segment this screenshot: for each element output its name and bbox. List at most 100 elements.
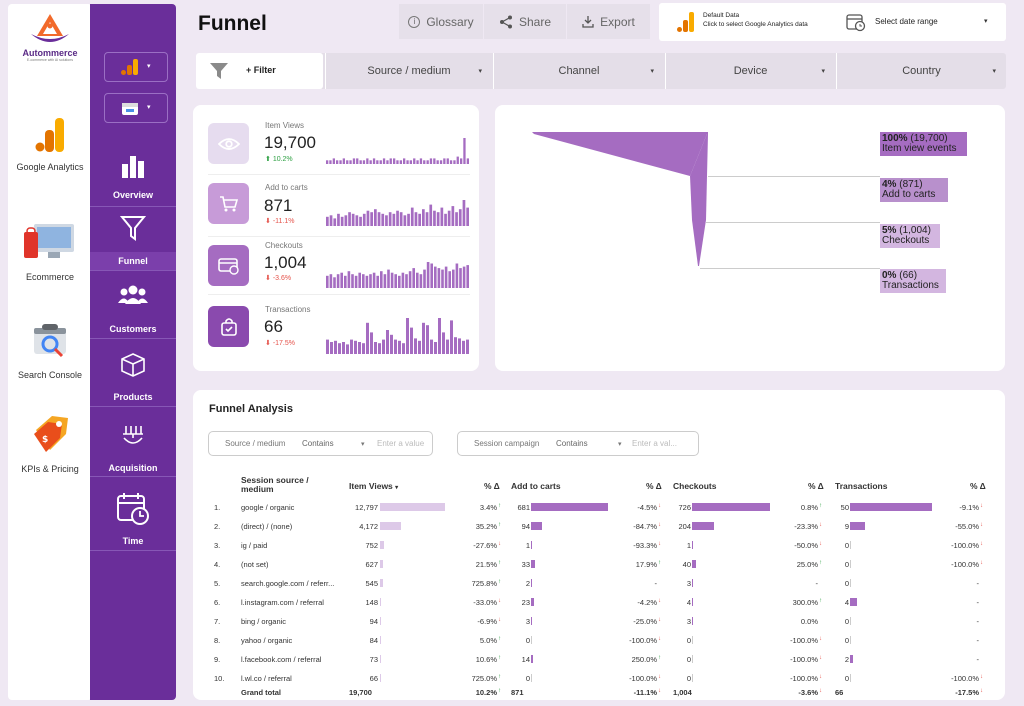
nav-acquisition[interactable]: Acquisition <box>90 424 176 478</box>
arrow-up-icon: ↑ <box>819 598 822 604</box>
sparkline-bar <box>460 158 463 164</box>
operator-select[interactable]: Contains <box>556 439 588 448</box>
metric-bar <box>850 560 851 568</box>
table-row[interactable] <box>205 518 995 536</box>
table-row[interactable] <box>205 537 995 555</box>
data-source-picker[interactable]: Default Data Click to select Google Anal… <box>671 9 841 35</box>
channel-dropdown[interactable]: Channel ▾ <box>493 53 664 89</box>
table-row[interactable] <box>205 613 995 631</box>
row-item-views-delta: -33.0% <box>473 598 497 607</box>
row-transactions-delta: - <box>976 655 980 664</box>
arrow-down-icon: ↓ <box>658 522 661 528</box>
sparkline-bar <box>443 158 446 164</box>
arrow-down-icon: ↓ <box>658 598 661 604</box>
date-range-picker[interactable]: Select date range ▾ <box>844 9 994 35</box>
device-dropdown[interactable]: Device ▾ <box>665 53 835 89</box>
sparkline-bar <box>442 332 445 354</box>
add-filter-button[interactable]: + Filter <box>196 53 323 89</box>
sparkline-bar <box>356 158 359 164</box>
sparkline-bar <box>344 275 347 288</box>
kpi-divider <box>208 294 470 295</box>
row-item-views: 84 <box>369 636 378 645</box>
arrow-down-icon: ↓ <box>819 636 822 642</box>
table-row[interactable] <box>205 651 995 669</box>
nav-funnel[interactable]: Funnel <box>90 210 176 270</box>
sparkline-bar <box>452 269 455 288</box>
app-search-console[interactable]: Search Console <box>8 322 92 380</box>
metric-bar <box>850 503 932 511</box>
col-header-item-views-delta[interactable]: % Δ <box>484 481 500 491</box>
sparkline-bar <box>338 343 341 354</box>
session-campaign-filter[interactable]: Session campaign Contains ▾ Enter a val.… <box>457 431 699 456</box>
country-dropdown[interactable]: Country ▾ <box>836 53 1006 89</box>
sparkline-bar <box>434 266 437 288</box>
sparkline-bar <box>333 277 336 288</box>
metric-bar <box>692 617 693 625</box>
nav-overview[interactable]: Overview <box>90 150 176 206</box>
metric-bar <box>692 522 714 530</box>
col-header-checkouts-delta[interactable]: % Δ <box>808 481 824 491</box>
sparkline-bar <box>386 330 389 354</box>
nav-divider <box>90 476 176 477</box>
col-header-checkouts[interactable]: Checkouts <box>673 481 717 491</box>
glossary-button[interactable]: i Glossary <box>399 4 483 39</box>
sparkline-bar <box>430 263 433 288</box>
row-transactions: 0 <box>844 560 849 569</box>
sparkline-bar <box>422 322 425 354</box>
nav-time[interactable]: Time <box>90 492 176 550</box>
sparkline-bar <box>426 325 429 354</box>
grand-total-delta: -17.5% <box>955 688 979 697</box>
col-header-transactions[interactable]: Transactions <box>835 481 888 491</box>
row-checkouts: 0 <box>686 636 691 645</box>
row-source-medium: l.instagram.com / referral <box>241 598 324 607</box>
table-row[interactable] <box>205 632 995 650</box>
app-kpis-pricing[interactable]: $ KPIs & Pricing <box>8 412 92 474</box>
row-checkouts-delta: -100.0% <box>790 655 818 664</box>
metric-bar <box>380 674 381 682</box>
table-row[interactable] <box>205 556 995 574</box>
sparkline-bar <box>454 337 457 354</box>
export-button[interactable]: Export <box>567 4 650 39</box>
metric-bar <box>692 541 693 549</box>
nav-divider <box>90 406 176 407</box>
shopping-bag-icon <box>220 317 237 336</box>
sparkline-bar <box>434 342 437 354</box>
data-source-selector[interactable]: ▾ <box>104 52 168 82</box>
metric-bar <box>380 522 402 530</box>
nav-products[interactable]: Products <box>90 352 176 406</box>
value-input[interactable]: Enter a value <box>377 439 425 448</box>
row-checkouts: 726 <box>678 503 691 512</box>
nav-customers[interactable]: Customers <box>90 284 176 338</box>
sparkline-bar <box>378 343 381 354</box>
chevron-down-icon: ▾ <box>361 440 365 448</box>
row-checkouts-delta: -100.0% <box>790 636 818 645</box>
col-header-source[interactable]: Session source / medium <box>241 475 309 494</box>
sparkline-bar <box>326 216 329 226</box>
col-header-transactions-delta[interactable]: % Δ <box>970 481 986 491</box>
operator-select[interactable]: Contains <box>302 439 334 448</box>
sparkline-bar <box>406 318 409 354</box>
sparkline-bar <box>359 160 362 164</box>
source-medium-dropdown[interactable]: Source / medium ▾ <box>325 53 492 89</box>
value-input[interactable]: Enter a val... <box>632 439 677 448</box>
app-ecommerce[interactable]: Ecommerce <box>8 222 92 282</box>
col-header-add-to-carts[interactable]: Add to carts <box>511 481 561 491</box>
customers-icon <box>118 285 148 304</box>
arrow-down-icon: ↓ <box>980 560 983 566</box>
sparkline-bar <box>447 210 451 226</box>
col-header-item-views[interactable]: Item Views ▾ <box>349 481 399 491</box>
table-row[interactable] <box>205 670 995 688</box>
sparkline-bar <box>410 327 413 354</box>
nav-divider <box>90 206 176 207</box>
nav-divider <box>90 550 176 551</box>
source-medium-filter[interactable]: Source / medium Contains ▾ Enter a value <box>208 431 433 456</box>
date-range-selector[interactable]: ▾ <box>104 93 168 123</box>
row-checkouts-delta: 25.0% <box>796 560 818 569</box>
item-views-sparkline <box>326 138 469 164</box>
row-add-to-carts: 23 <box>521 598 530 607</box>
col-header-add-to-carts-delta[interactable]: % Δ <box>646 481 662 491</box>
brand-logo[interactable]: Autommerce E-commerce with AI solutions <box>8 12 92 74</box>
share-button[interactable]: Share <box>484 4 566 39</box>
app-google-analytics[interactable]: Google Analytics <box>8 116 92 172</box>
row-source-medium: (not set) <box>241 560 269 569</box>
